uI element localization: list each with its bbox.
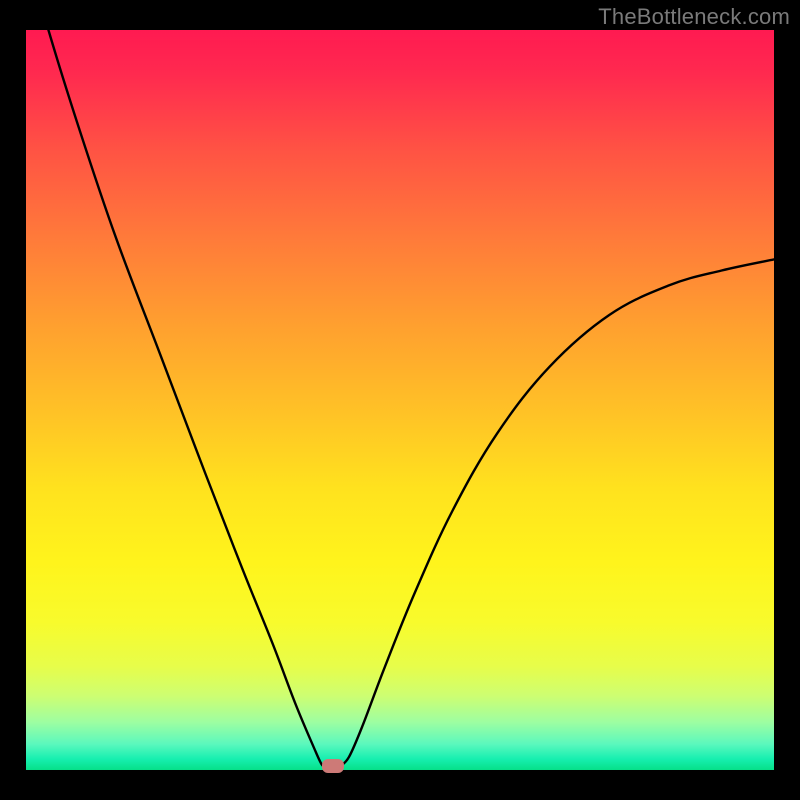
optimum-marker [322, 759, 344, 773]
chart-frame: TheBottleneck.com [0, 0, 800, 800]
bottleneck-curve [0, 0, 800, 800]
